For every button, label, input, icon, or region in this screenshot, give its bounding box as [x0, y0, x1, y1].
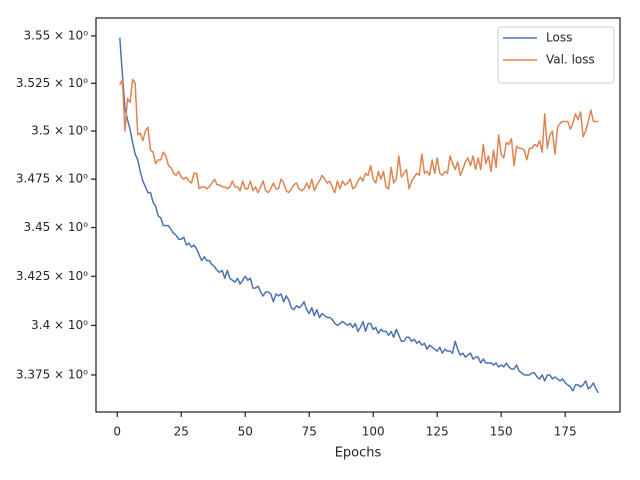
x-tick-label: 100	[362, 425, 385, 439]
x-tick-label: 125	[426, 425, 449, 439]
y-tick-label: 3.425 × 10⁰	[16, 269, 88, 283]
x-tick-label: 50	[238, 425, 253, 439]
x-tick-label: 175	[554, 425, 577, 439]
x-tick-label: 75	[302, 425, 317, 439]
y-tick-label: 3.375 × 10⁰	[16, 367, 88, 381]
legend-label: Loss	[546, 31, 572, 45]
series-line	[119, 37, 600, 394]
y-tick-label: 3.4 × 10⁰	[31, 318, 88, 332]
series-line	[119, 78, 599, 194]
legend-label: Val. loss	[546, 53, 595, 67]
legend-box	[497, 26, 615, 84]
y-tick-label: 3.475 × 10⁰	[16, 172, 88, 186]
x-tick-label: 150	[490, 425, 513, 439]
x-axis-label: Epochs	[335, 446, 382, 461]
y-tick-label: 3.45 × 10⁰	[24, 220, 89, 234]
y-tick-label: 3.5 × 10⁰	[31, 124, 88, 138]
y-tick-label: 3.525 × 10⁰	[16, 76, 88, 90]
plot-frame	[95, 17, 621, 413]
y-tick-label: 3.55 × 10⁰	[24, 28, 89, 42]
x-tick-label: 0	[113, 425, 121, 439]
x-tick-label: 25	[174, 425, 189, 439]
